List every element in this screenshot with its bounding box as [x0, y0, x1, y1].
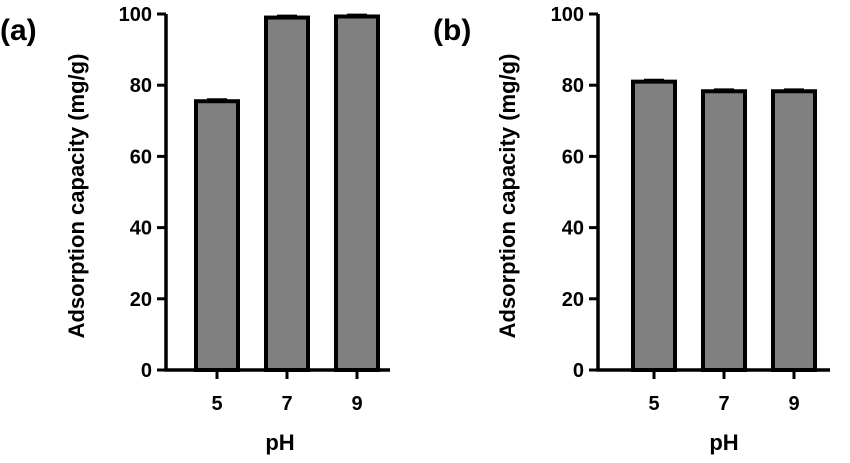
- y-axis-title-a: Adsorption capacity (mg/g): [64, 54, 89, 339]
- bar-b-5: [631, 79, 677, 372]
- y-tick-label-a-40: 40: [130, 218, 152, 240]
- y-tick-label-a-60: 60: [130, 146, 152, 168]
- panel-label-a: (a): [0, 14, 37, 47]
- bar-b-9: [771, 89, 817, 372]
- y-axis-title-b: Adsorption capacity (mg/g): [495, 54, 520, 339]
- y-tick-label-b-20: 20: [562, 289, 584, 311]
- panel-a: (a) Adsorption capacity (mg/g) pH 5 7 9 0 20…: [0, 4, 390, 455]
- x-axis-title-b: pH: [709, 430, 738, 455]
- y-tick-label-a-80: 80: [130, 75, 152, 97]
- y-tick-label-b-0: 0: [573, 360, 584, 382]
- x-axis-title-a: pH: [265, 430, 294, 455]
- x-tick-label-b-9: 9: [788, 393, 799, 415]
- x-tick-label-a-7: 7: [281, 393, 292, 415]
- x-tick-label-a-9: 9: [351, 393, 362, 415]
- panel-b: (b) Adsorption capacity (mg/g) pH 5 7 9 0 20…: [433, 4, 830, 455]
- y-tick-label-b-100: 100: [551, 4, 584, 26]
- panel-label-b: (b): [433, 14, 471, 47]
- y-tick-label-a-100: 100: [119, 4, 152, 26]
- x-tick-label-a-5: 5: [211, 393, 222, 415]
- y-tick-label-b-40: 40: [562, 218, 584, 240]
- x-tick-label-b-7: 7: [718, 393, 729, 415]
- y-tick-label-b-60: 60: [562, 146, 584, 168]
- x-tick-label-b-5: 5: [648, 393, 659, 415]
- y-tick-label-a-0: 0: [141, 360, 152, 382]
- y-tick-label-b-80: 80: [562, 75, 584, 97]
- bar-a-7: [264, 15, 310, 373]
- bar-b-7: [701, 89, 747, 372]
- bar-a-9: [334, 14, 380, 372]
- y-tick-label-a-20: 20: [130, 289, 152, 311]
- bar-a-5: [194, 99, 240, 372]
